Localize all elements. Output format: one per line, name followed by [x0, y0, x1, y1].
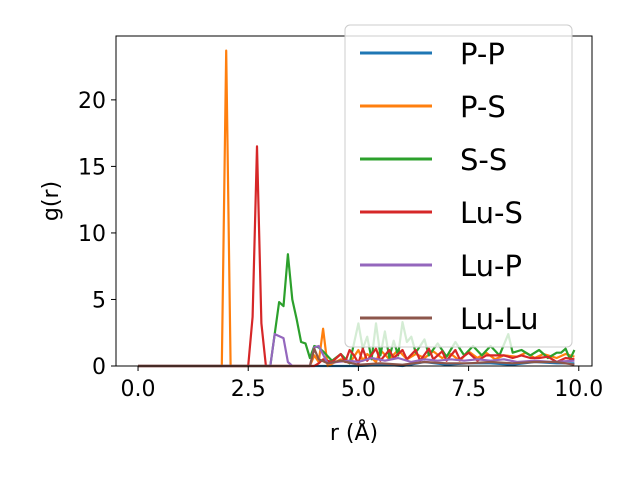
legend: P-P P-S S-S Lu-S Lu-P Lu-Lu [344, 24, 573, 348]
y-tick-label: 0 [92, 355, 106, 380]
y-tick-label: 10 [78, 222, 106, 247]
legend-items: P-P P-S S-S Lu-S Lu-P Lu-Lu [360, 37, 539, 336]
legend-frame [344, 24, 573, 348]
legend-label: S-S [460, 143, 507, 177]
legend-item-p-p: P-P [360, 37, 505, 71]
x-tick-label: 10.0 [554, 377, 603, 402]
tick-layer: 0.0 2.5 5.0 7.5 10.0 0 5 10 15 20 [78, 89, 603, 402]
series-line-lu-s [138, 145, 575, 368]
legend-label: Lu-P [460, 249, 522, 283]
y-tick-label: 15 [78, 155, 106, 180]
legend-item-lu-p: Lu-P [360, 249, 522, 283]
legend-label: P-S [460, 90, 506, 124]
series-line-lu-lu [138, 347, 575, 368]
y-axis-label: g(r) [39, 181, 64, 221]
series-layer [138, 49, 576, 368]
legend-item-lu-lu: Lu-Lu [360, 302, 539, 336]
legend-label: P-P [460, 37, 505, 71]
legend-label: Lu-S [460, 196, 523, 230]
y-tick-label: 5 [92, 288, 106, 313]
x-tick-label: 5.0 [341, 377, 376, 402]
x-tick-label: 2.5 [231, 377, 266, 402]
series-line-lu-p [138, 333, 575, 368]
legend-item-s-s: S-S [360, 143, 507, 177]
x-tick-label: 0.0 [121, 377, 156, 402]
y-tick-label: 20 [78, 89, 106, 114]
legend-label: Lu-Lu [460, 302, 539, 336]
legend-item-p-s: P-S [360, 90, 506, 124]
x-axis-label: r (Å) [330, 419, 378, 446]
legend-item-lu-s: Lu-S [360, 196, 523, 230]
x-tick-label: 7.5 [451, 377, 486, 402]
